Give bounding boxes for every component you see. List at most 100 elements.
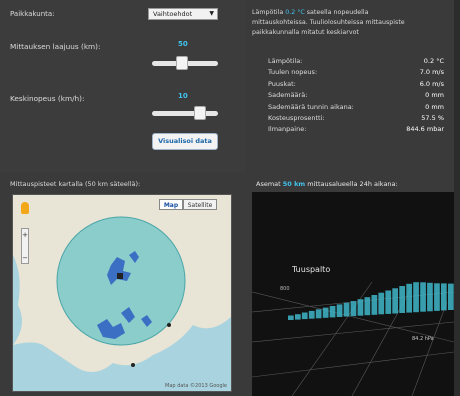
location-select-value: Vaihtoehdot	[153, 10, 193, 18]
station-marker[interactable]	[167, 323, 171, 327]
vis-svg: Tuuspalto 800 84.2 hPa	[252, 265, 454, 396]
map-type-map-button[interactable]: Map	[159, 199, 183, 210]
lake-shape	[129, 251, 139, 263]
intro-line1-highlight: 0.2 °C	[285, 9, 305, 16]
station-marker[interactable]	[131, 363, 135, 367]
stat-value: 7.0 m/s	[419, 68, 444, 77]
intro-line1-mid: sateella	[306, 9, 332, 16]
radius-circle	[56, 216, 186, 346]
stat-row: Lämpötila: 0.2 °C	[268, 57, 444, 68]
avg-speed-slider[interactable]	[152, 106, 218, 120]
vis-bar	[301, 312, 308, 320]
stat-value: 0 mm	[425, 102, 444, 111]
visualize-button[interactable]: Visualisoi data	[152, 133, 218, 150]
visualization-panel: Asemat 50 km mittausalueella 24h aikana:…	[246, 172, 460, 396]
location-label: Paikkakunta:	[10, 10, 55, 18]
vis-bar	[357, 299, 364, 316]
vis-bar	[392, 288, 398, 314]
intro-line1-pre: Lämpötila	[252, 9, 284, 16]
vis-bar	[343, 302, 350, 317]
avg-speed-label: Keskinopeus (km/h):	[10, 94, 85, 103]
stat-row: Sademäärä: 0 mm	[268, 91, 444, 102]
intro-text: Lämpötila 0.2 °C sateella nopeudella mit…	[252, 8, 458, 38]
vis-bar	[427, 282, 433, 312]
vis-bar	[315, 309, 322, 319]
vis-canvas[interactable]: Tuuspalto 800 84.2 hPa	[252, 192, 454, 396]
avg-speed-value: 10	[178, 92, 188, 100]
vis-bar	[322, 307, 329, 318]
vis-bar	[406, 283, 412, 313]
vis-bar	[295, 314, 301, 320]
map-title: Mittauspisteet kartalla (50 km säteellä)…	[10, 180, 141, 188]
pegman-icon[interactable]	[21, 202, 29, 214]
station-marker[interactable]	[117, 273, 123, 279]
controls-panel: Paikkakunta: Vaihtoehdot ▼ Mittauksen la…	[0, 0, 246, 172]
stat-value: 0 mm	[425, 91, 444, 100]
stat-row: Kosteusprosentti: 57.5 %	[268, 114, 444, 125]
zoom-control[interactable]: + −	[21, 228, 29, 264]
vis-bar	[371, 295, 378, 315]
location-select[interactable]: Vaihtoehdot ▼	[148, 8, 218, 20]
stats-list: Lämpötila: 0.2 °C Tuulen nopeus: 7.0 m/s Puu…	[268, 57, 444, 137]
stat-value: 844.6 mbar	[406, 125, 444, 134]
map-panel: Mittauspisteet kartalla (50 km säteellä)…	[0, 172, 246, 396]
stat-row: Sademäärä tunnin aikana: 0 mm	[268, 103, 444, 114]
stat-key: Puuskat:	[268, 79, 296, 88]
stat-key: Sademäärä:	[268, 91, 308, 100]
stat-key: Tuulen nopeus:	[268, 68, 318, 77]
vis-bar	[420, 282, 426, 312]
vis-bar	[441, 283, 447, 311]
zoom-in-icon[interactable]: +	[22, 231, 28, 239]
vis-title-post: mittausalueella 24h aikana:	[307, 180, 398, 188]
avg-speed-slider-track	[152, 111, 218, 116]
radius-value: 50	[178, 40, 188, 48]
vis-bar	[399, 286, 405, 313]
map-canvas	[13, 195, 231, 372]
stat-row: Ilmanpaine: 844.6 mbar	[268, 125, 444, 136]
vis-label-main: Tuuspalto	[291, 265, 330, 274]
vis-bar	[434, 283, 440, 311]
stat-key: Lämpötila:	[268, 57, 303, 65]
vis-bar	[413, 282, 419, 313]
map-type-satellite-button[interactable]: Satellite	[183, 199, 217, 210]
intro-line1-post: nopeudella	[333, 9, 369, 16]
lake-shape	[141, 315, 152, 327]
vis-bar	[329, 306, 336, 318]
lake-shape	[121, 307, 135, 323]
chevron-down-icon: ▼	[209, 10, 214, 17]
vis-bar	[336, 304, 343, 317]
vis-bars	[288, 282, 454, 320]
zoom-out-icon[interactable]: −	[22, 254, 28, 262]
vis-title-pre: Asemat	[256, 180, 281, 188]
vis-title-highlight: 50 km	[282, 180, 306, 188]
stat-key: Kosteusprosentti:	[268, 113, 325, 122]
vis-bar	[350, 301, 357, 317]
sea-west	[13, 255, 22, 345]
stat-key: Ilmanpaine:	[268, 125, 307, 134]
radius-slider[interactable]	[152, 56, 218, 70]
lake-shape	[107, 257, 131, 285]
lake-shape	[97, 319, 125, 339]
intro-line3: paikkakunnalla mitatut keskiarvot	[252, 29, 359, 36]
stat-row: Puuskat: 6.0 m/s	[268, 80, 444, 91]
vis-bar	[288, 315, 294, 320]
vis-label-small: 800	[280, 286, 290, 292]
map-view[interactable]: + − Map Satellite Map data ©2013 Google	[12, 194, 232, 392]
radius-label: Mittauksen laajuus (km):	[10, 42, 101, 51]
radius-slider-thumb[interactable]	[175, 56, 188, 70]
vis-bar	[378, 292, 385, 315]
vis-bar	[364, 297, 371, 316]
vis-bar	[448, 283, 454, 310]
vis-label-right: 84.2 hPa	[412, 336, 434, 342]
stat-key: Sademäärä tunnin aikana:	[268, 102, 354, 111]
stat-value: 6.0 m/s	[419, 79, 444, 88]
scrollbar[interactable]	[454, 0, 460, 396]
vis-bar	[385, 290, 392, 314]
vis-bar	[308, 310, 315, 319]
avg-speed-slider-thumb[interactable]	[193, 106, 206, 120]
stats-panel: Lämpötila 0.2 °C sateella nopeudella mit…	[246, 0, 460, 172]
intro-line2: mittauskohteissa. Tuuliolosuhteissa mitt…	[252, 19, 405, 26]
stat-value: 57.5 %	[421, 113, 444, 122]
vis-title: Asemat 50 km mittausalueella 24h aikana:	[256, 180, 398, 188]
map-attribution: Map data ©2013 Google	[165, 383, 227, 389]
